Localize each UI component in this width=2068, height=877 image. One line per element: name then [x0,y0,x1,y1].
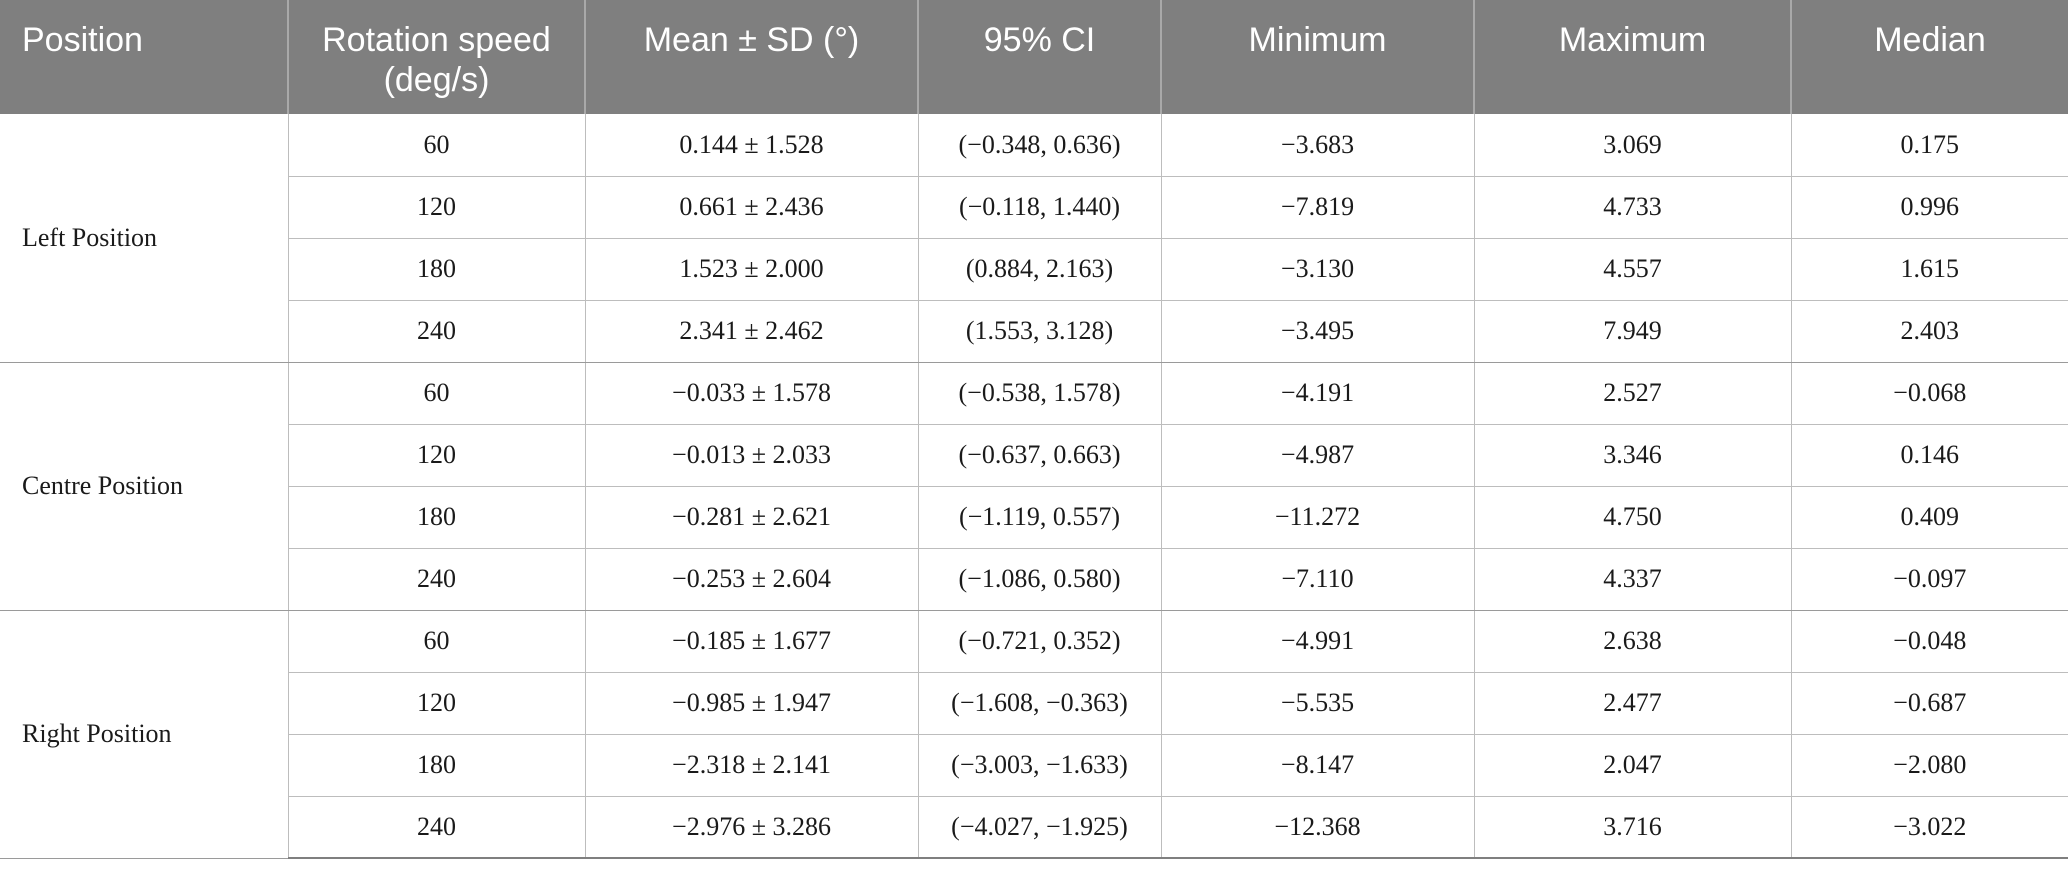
table-row: 120 0.661 ± 2.436 (−0.118, 1.440) −7.819 4.7… [0,176,2068,239]
cell-maximum: 3.716 [1474,796,1792,859]
cell-minimum: −4.191 [1161,362,1475,425]
cell-rotation-speed: 60 [288,362,586,425]
table-row: 180 −2.318 ± 2.141 (−3.003, −1.633) −8.147 2… [0,734,2068,797]
cell-position-group: Left Position [0,114,289,363]
cell-rotation-speed: 180 [288,486,586,549]
cell-median: 0.175 [1791,114,2068,177]
cell-rotation-speed: 60 [288,610,586,673]
cell-minimum: −3.683 [1161,114,1475,177]
cell-minimum: −7.110 [1161,548,1475,611]
cell-minimum: −5.535 [1161,672,1475,735]
table-body: Left Position 60 0.144 ± 1.528 (−0.348, 0.6… [0,114,2068,859]
table-row: Left Position 60 0.144 ± 1.528 (−0.348, 0.6… [0,114,2068,363]
cell-minimum: −4.987 [1161,424,1475,487]
cell-rotation-speed: 240 [288,548,586,611]
cell-median: −2.080 [1791,734,2068,797]
cell-minimum: −8.147 [1161,734,1475,797]
cell-maximum: 4.733 [1474,176,1792,239]
cell-maximum: 4.750 [1474,486,1792,549]
cell-mean-sd: −2.976 ± 3.286 [585,796,919,859]
cell-median: 1.615 [1791,238,2068,301]
header-ci: 95% CI [918,0,1162,114]
cell-median: −0.687 [1791,672,2068,735]
cell-ci: (−0.538, 1.578) [918,362,1162,425]
header-row: Position Rotation speed (deg/s) Mean ± S… [0,0,2068,114]
header-mean-sd: Mean ± SD (°) [585,0,919,114]
cell-mean-sd: 1.523 ± 2.000 [585,238,919,301]
header-rotation-speed: Rotation speed (deg/s) [288,0,586,114]
cell-rotation-speed: 240 [288,300,586,363]
cell-ci: (−4.027, −1.925) [918,796,1162,859]
table-row: 180 1.523 ± 2.000 (0.884, 2.163) −3.130 4.55… [0,238,2068,301]
table-row: 240 −0.253 ± 2.604 (−1.086, 0.580) −7.110 4.… [0,548,2068,611]
cell-median: 2.403 [1791,300,2068,363]
header-median: Median [1791,0,2068,114]
table-row: Right Position 60 −0.185 ± 1.677 (−0.721, 0… [0,610,2068,859]
header-minimum: Minimum [1161,0,1475,114]
table-row: 120 −0.013 ± 2.033 (−0.637, 0.663) −4.987 3.… [0,424,2068,487]
cell-rotation-speed: 120 [288,424,586,487]
cell-mean-sd: 0.144 ± 1.528 [585,114,919,177]
cell-minimum: −4.991 [1161,610,1475,673]
cell-mean-sd: 2.341 ± 2.462 [585,300,919,363]
cell-maximum: 7.949 [1474,300,1792,363]
cell-ci: (−1.119, 0.557) [918,486,1162,549]
cell-maximum: 2.477 [1474,672,1792,735]
cell-mean-sd: −0.033 ± 1.578 [585,362,919,425]
cell-mean-sd: −2.318 ± 2.141 [585,734,919,797]
header-maximum: Maximum [1474,0,1792,114]
cell-mean-sd: −0.985 ± 1.947 [585,672,919,735]
cell-maximum: 2.047 [1474,734,1792,797]
cell-rotation-speed: 60 [288,114,586,177]
table-header: Position Rotation speed (deg/s) Mean ± S… [0,0,2068,114]
cell-minimum: −3.495 [1161,300,1475,363]
cell-minimum: −7.819 [1161,176,1475,239]
cell-mean-sd: −0.013 ± 2.033 [585,424,919,487]
cell-median: −0.097 [1791,548,2068,611]
cell-maximum: 2.527 [1474,362,1792,425]
cell-rotation-speed: 180 [288,734,586,797]
cell-rotation-speed: 120 [288,672,586,735]
cell-ci: (−0.721, 0.352) [918,610,1162,673]
results-table: Position Rotation speed (deg/s) Mean ± S… [0,0,2068,859]
cell-position-group: Right Position [0,610,289,859]
table-row: 180 −0.281 ± 2.621 (−1.119, 0.557) −11.272 4… [0,486,2068,549]
cell-mean-sd: −0.185 ± 1.677 [585,610,919,673]
data-table-container: Position Rotation speed (deg/s) Mean ± S… [0,0,2068,859]
cell-ci: (−1.608, −0.363) [918,672,1162,735]
cell-mean-sd: −0.281 ± 2.621 [585,486,919,549]
cell-rotation-speed: 120 [288,176,586,239]
cell-ci: (0.884, 2.163) [918,238,1162,301]
cell-maximum: 3.069 [1474,114,1792,177]
cell-rotation-speed: 180 [288,238,586,301]
cell-maximum: 2.638 [1474,610,1792,673]
cell-mean-sd: 0.661 ± 2.436 [585,176,919,239]
cell-ci: (−0.348, 0.636) [918,114,1162,177]
cell-ci: (−0.118, 1.440) [918,176,1162,239]
cell-median: 0.146 [1791,424,2068,487]
cell-maximum: 4.337 [1474,548,1792,611]
cell-maximum: 3.346 [1474,424,1792,487]
table-row: 120 −0.985 ± 1.947 (−1.608, −0.363) −5.535 2… [0,672,2068,735]
cell-median: −0.048 [1791,610,2068,673]
cell-position-group: Centre Position [0,362,289,611]
cell-minimum: −12.368 [1161,796,1475,859]
cell-minimum: −11.272 [1161,486,1475,549]
cell-maximum: 4.557 [1474,238,1792,301]
table-row: 240 −2.976 ± 3.286 (−4.027, −1.925) −12.368… [0,796,2068,859]
cell-ci: (−0.637, 0.663) [918,424,1162,487]
table-row: 240 2.341 ± 2.462 (1.553, 3.128) −3.495 7.94… [0,300,2068,363]
table-row: Centre Position 60 −0.033 ± 1.578 (−0.538, … [0,362,2068,611]
cell-ci: (−3.003, −1.633) [918,734,1162,797]
header-position: Position [0,0,289,114]
cell-median: 0.996 [1791,176,2068,239]
cell-median: −3.022 [1791,796,2068,859]
cell-minimum: −3.130 [1161,238,1475,301]
cell-median: 0.409 [1791,486,2068,549]
cell-ci: (−1.086, 0.580) [918,548,1162,611]
cell-rotation-speed: 240 [288,796,586,859]
cell-mean-sd: −0.253 ± 2.604 [585,548,919,611]
cell-median: −0.068 [1791,362,2068,425]
cell-ci: (1.553, 3.128) [918,300,1162,363]
